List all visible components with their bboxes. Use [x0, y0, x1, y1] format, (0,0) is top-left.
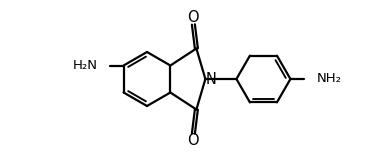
- Text: N: N: [206, 72, 217, 86]
- Text: H₂N: H₂N: [73, 59, 97, 72]
- Text: O: O: [187, 10, 199, 25]
- Text: NH₂: NH₂: [317, 73, 341, 85]
- Text: O: O: [187, 133, 199, 148]
